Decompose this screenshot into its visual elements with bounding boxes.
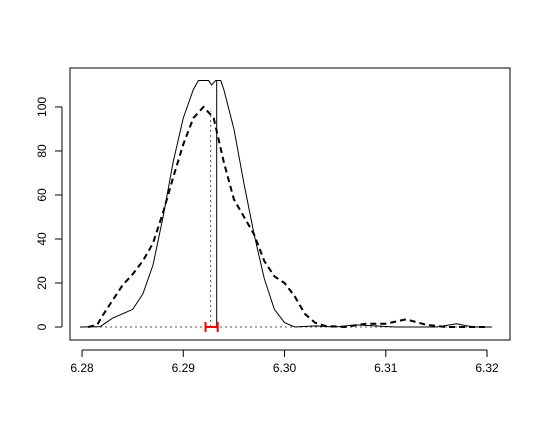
density-line xyxy=(80,80,493,328)
y-tick-label: 20 xyxy=(35,276,49,290)
y-tick-label: 80 xyxy=(35,144,49,158)
x-tick-label: 6.28 xyxy=(70,361,94,375)
y-tick-label: 0 xyxy=(35,323,49,330)
density-line xyxy=(87,105,488,329)
y-tick-label: 60 xyxy=(35,188,49,202)
x-tick-label: 6.32 xyxy=(475,361,499,375)
y-tick-label: 40 xyxy=(35,232,49,246)
y-tick-label: 100 xyxy=(35,97,49,117)
x-tick-label: 6.31 xyxy=(374,361,398,375)
x-tick-label: 6.30 xyxy=(273,361,297,375)
plot-frame xyxy=(69,67,511,341)
error-bar xyxy=(204,322,219,333)
x-tick-label: 6.29 xyxy=(172,361,196,375)
